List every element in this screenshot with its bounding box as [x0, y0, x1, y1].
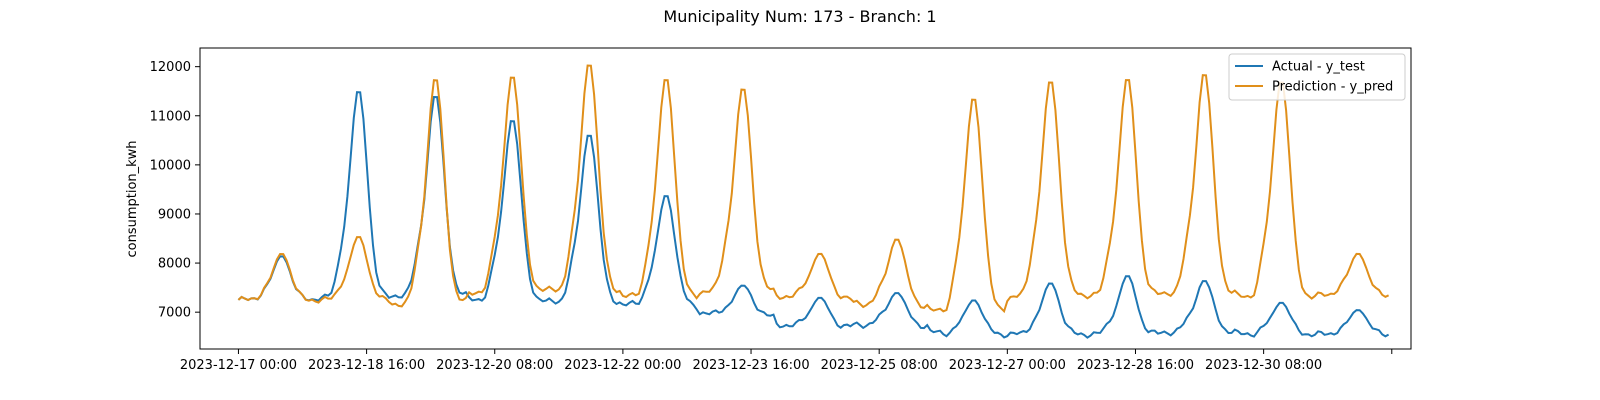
- x-tick-label: 2023-12-22 00:00: [564, 358, 681, 373]
- x-tick-label: 2023-12-25 08:00: [821, 358, 938, 373]
- y-tick-label: 9000: [158, 207, 191, 222]
- x-tick-label: 2023-12-18 16:00: [308, 358, 425, 373]
- legend-box: [1228, 53, 1406, 101]
- plot-area: [237, 64, 1390, 339]
- y-tick-label: 8000: [158, 257, 191, 272]
- y-axis: 7000 8000 9000 10000 11000 12000: [150, 60, 200, 321]
- legend: Actual - y_test Prediction - y_pred: [1228, 53, 1406, 101]
- chart-title: Municipality Num: 173 - Branch: 1: [663, 7, 936, 26]
- legend-entry: Prediction - y_pred: [1272, 80, 1393, 95]
- x-tick-label: 2023-12-30 08:00: [1205, 358, 1322, 373]
- x-tick-label: 2023-12-20 08:00: [436, 358, 553, 373]
- x-axis: 2023-12-17 00:00 2023-12-18 16:00 2023-12-…: [180, 349, 1393, 373]
- x-tick-label: 2023-12-27 00:00: [949, 358, 1066, 373]
- x-tick-label: 2023-12-28 16:00: [1077, 358, 1194, 373]
- x-tick-label: 2023-12-23 16:00: [692, 358, 809, 373]
- y-axis-label: consumption_kwh: [125, 140, 140, 257]
- legend-entry: Actual - y_test: [1272, 60, 1365, 75]
- series-line-prediction: [237, 64, 1390, 314]
- y-tick-label: 7000: [158, 306, 191, 321]
- axes-frame: [199, 47, 1412, 350]
- y-tick-label: 12000: [150, 60, 191, 75]
- x-tick-label: 2023-12-17 00:00: [180, 358, 297, 373]
- y-tick-label: 10000: [150, 158, 191, 173]
- y-tick-label: 11000: [150, 109, 191, 124]
